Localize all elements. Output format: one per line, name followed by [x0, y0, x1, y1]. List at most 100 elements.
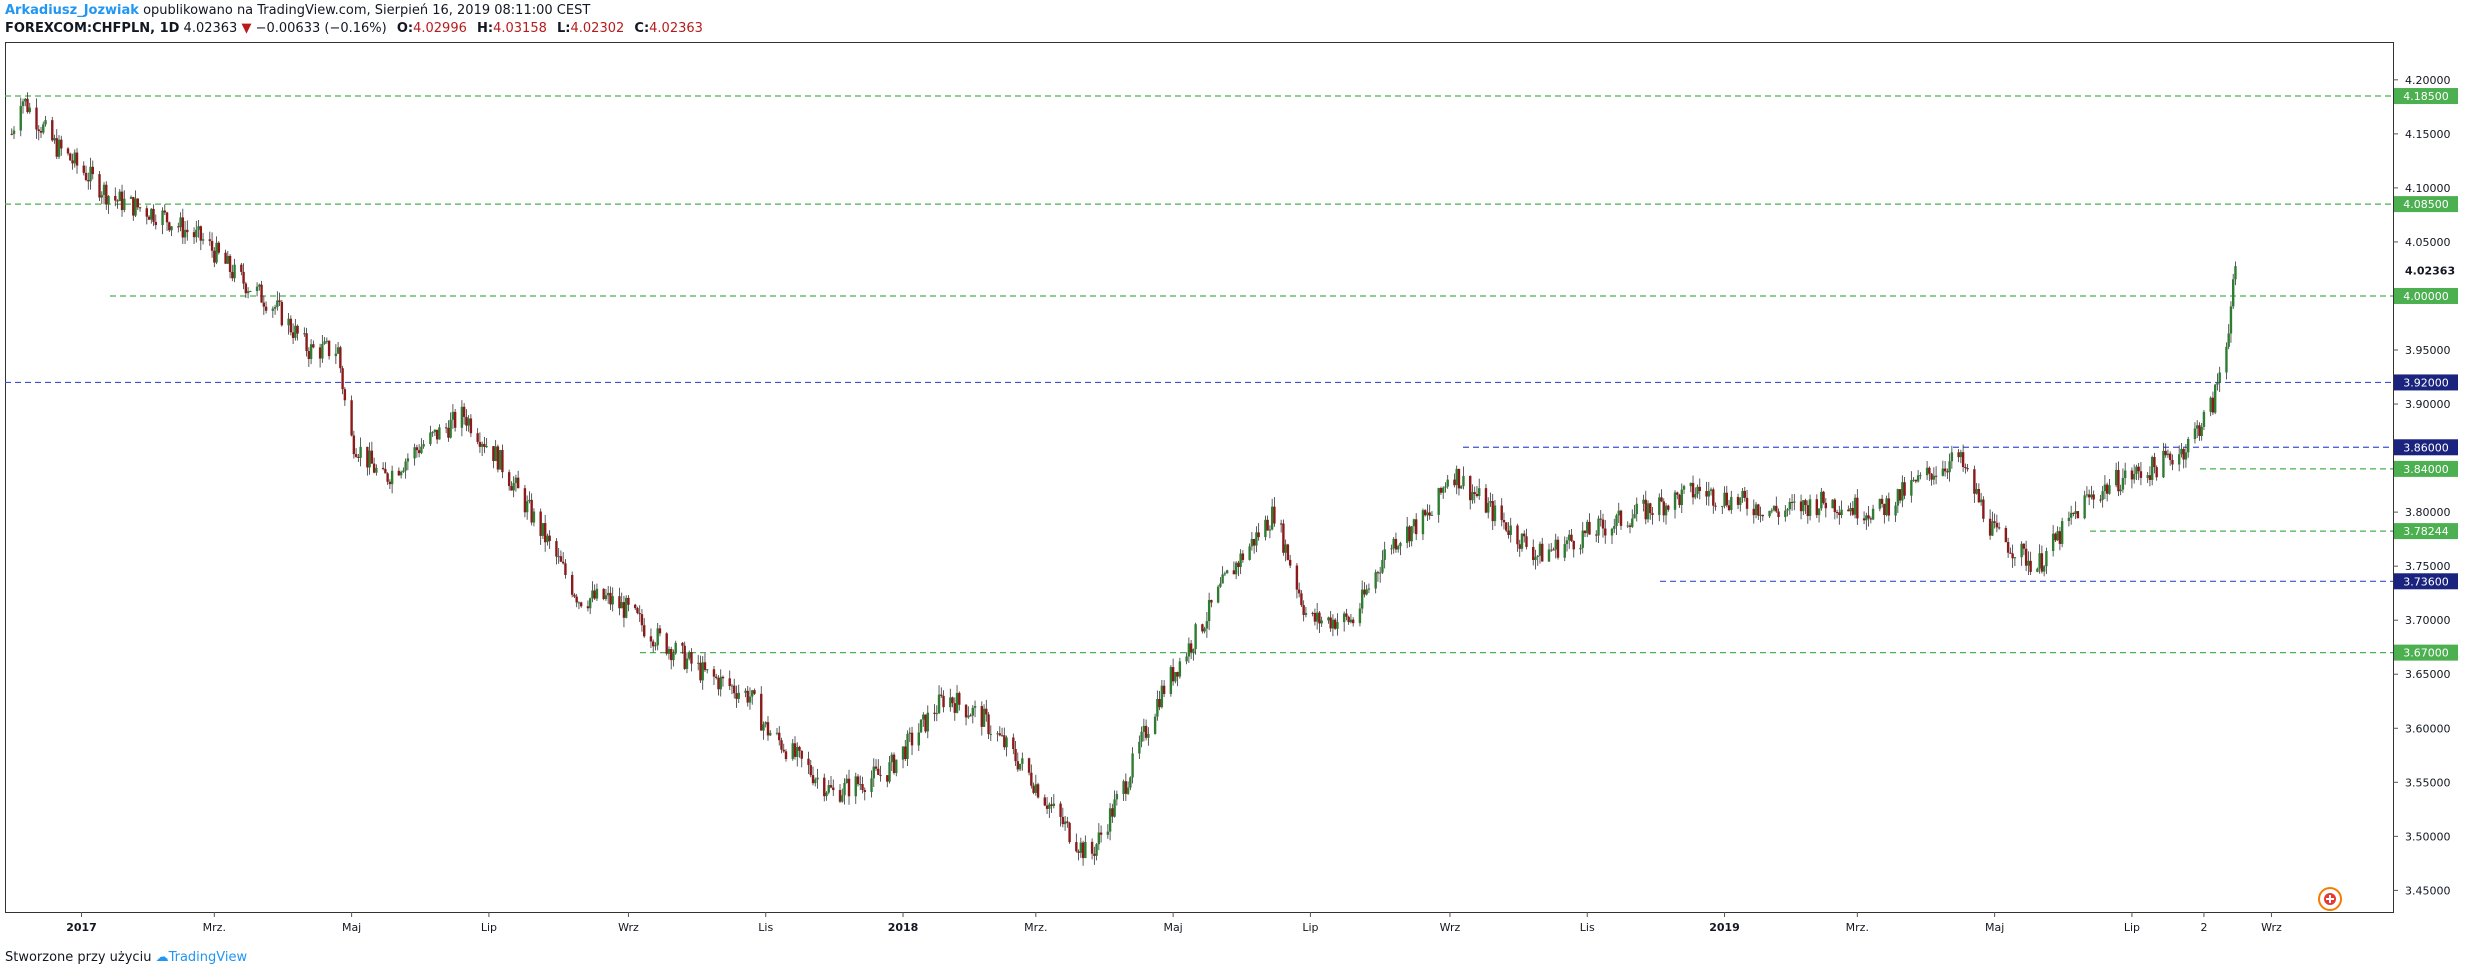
candle-body [91, 166, 94, 175]
candle-body [2087, 494, 2091, 498]
candle-body [1804, 500, 1807, 506]
candle-body [780, 740, 783, 750]
candle-body [1586, 521, 1589, 534]
candle-body [1491, 501, 1494, 522]
candle-body [1518, 544, 1521, 549]
candle-body [2150, 457, 2154, 480]
candle-body [1327, 617, 1330, 621]
candle-body [1788, 501, 1792, 510]
candle-body [2045, 551, 2048, 567]
candle-body [2123, 470, 2127, 479]
candle-body [98, 174, 101, 198]
candle-body [861, 784, 864, 790]
candle-body [1588, 521, 1591, 535]
candle-body [1833, 499, 1837, 512]
candle-body [656, 628, 659, 646]
candle-body [163, 210, 167, 213]
candle-body [1554, 539, 1557, 550]
candle-body [854, 776, 857, 797]
candle-body [1487, 502, 1490, 513]
candle-body [1295, 565, 1299, 590]
candle-body [971, 707, 975, 716]
candle-body [1115, 794, 1119, 800]
candle-body [100, 195, 103, 198]
candle-body [843, 782, 846, 796]
candle-body [150, 208, 153, 220]
candle-body [21, 101, 25, 107]
candle-body [2101, 491, 2104, 500]
candle-body [1178, 661, 1182, 677]
candle-body [1131, 753, 1134, 778]
candle-body [652, 641, 655, 647]
candle-body [294, 325, 297, 338]
candle-body [1822, 491, 1825, 503]
candle-body [460, 406, 464, 428]
x-tick-label: Maj [1163, 921, 1182, 934]
candle-body [2155, 467, 2158, 478]
candle-body [1111, 808, 1114, 817]
candle-body [1237, 562, 1240, 568]
candle-body [697, 662, 700, 664]
last-price: 4.02363 [183, 21, 238, 36]
tradingview-link[interactable]: TradingView [168, 950, 248, 965]
candle-body [213, 250, 216, 263]
candle-body [271, 308, 275, 311]
candle-body [1988, 518, 1992, 536]
candle-body [417, 450, 421, 454]
candle-body [973, 706, 977, 708]
candle-body [2121, 478, 2125, 490]
candle-body [242, 271, 245, 284]
candle-body [312, 344, 315, 348]
level-badge [2394, 287, 2458, 304]
jump-to-realtime-icon[interactable] [2318, 887, 2342, 911]
candle-body [449, 419, 452, 438]
candle-body [352, 435, 356, 455]
candle-body [814, 779, 817, 784]
candle-body [620, 602, 623, 609]
tradingview-logo-icon[interactable]: ☁ [155, 950, 169, 965]
candle-body [1775, 505, 1778, 512]
candle-body [1489, 501, 1492, 503]
candle-body [2090, 494, 2093, 498]
candle-body [2171, 460, 2174, 465]
candle-body [2153, 457, 2156, 468]
x-tick-label: Wrz [618, 921, 639, 934]
candle-body [1946, 471, 1949, 473]
candle-body [197, 226, 200, 230]
candle-body [1160, 685, 1164, 708]
candle-body [280, 301, 284, 326]
candle-body [1219, 583, 1222, 587]
candle-body [55, 138, 58, 157]
candle-body [368, 450, 371, 468]
candle-body [120, 191, 124, 211]
y-tick-label: 3.80000 [2405, 506, 2451, 519]
candle-body [1390, 548, 1393, 550]
candle-body [683, 645, 686, 669]
author-link[interactable]: Arkadiusz_Jozwiak [5, 3, 139, 18]
candle-body [2040, 553, 2044, 572]
candle-body [2218, 372, 2221, 383]
candle-body [201, 239, 205, 241]
candle-body [980, 706, 984, 727]
candle-body [816, 777, 819, 780]
x-tick-label: Mrz. [1024, 921, 1047, 934]
candle-body [879, 774, 882, 776]
candle-body [766, 722, 770, 736]
candle-body [546, 535, 549, 543]
candle-body [372, 463, 376, 473]
candle-body [1547, 549, 1551, 562]
candle-body [1331, 619, 1335, 629]
candle-body [291, 332, 295, 338]
candle-body [1349, 619, 1353, 623]
candle-body [1502, 519, 1506, 523]
candle-body [1997, 527, 2001, 529]
candle-body [1185, 656, 1188, 662]
candle-body [606, 592, 610, 596]
made-with-text: Stworzone przy użyciu [5, 950, 152, 965]
candle-body [1442, 487, 1445, 493]
change-value: −0.00633 (−0.16%) [255, 21, 387, 36]
candle-body [1541, 543, 1544, 562]
candle-body [1932, 475, 1936, 480]
candle-body [39, 130, 43, 133]
y-tick-label: 3.70000 [2405, 614, 2451, 627]
